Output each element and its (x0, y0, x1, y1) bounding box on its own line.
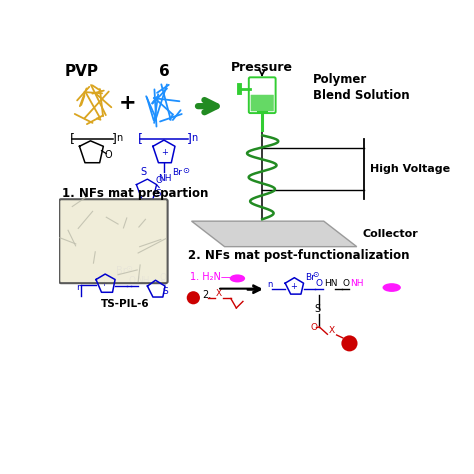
Text: X: X (216, 289, 222, 298)
Ellipse shape (383, 283, 401, 292)
Text: [: [ (137, 133, 143, 146)
Text: n: n (191, 133, 198, 143)
Text: 6: 6 (159, 64, 169, 79)
Text: 2.: 2. (202, 291, 211, 301)
Text: [: [ (70, 133, 74, 146)
Text: +: + (118, 92, 136, 112)
Text: O: O (128, 276, 135, 285)
Text: ⊙: ⊙ (125, 264, 132, 273)
Text: O: O (343, 279, 350, 288)
Text: ]: ] (111, 133, 116, 146)
Text: O: O (159, 273, 166, 282)
Text: n: n (116, 133, 122, 143)
Circle shape (341, 336, 357, 351)
Text: n: n (267, 280, 272, 289)
Text: 1. H₂N—: 1. H₂N— (190, 272, 230, 282)
Ellipse shape (230, 274, 245, 283)
Text: HN: HN (324, 279, 337, 288)
Text: +: + (100, 279, 108, 288)
Text: 2. NFs mat post-functionalization: 2. NFs mat post-functionalization (188, 249, 410, 262)
Text: Br: Br (172, 168, 182, 177)
Text: Br: Br (305, 273, 315, 282)
Text: ⊙: ⊙ (313, 270, 319, 279)
Text: S: S (314, 304, 320, 314)
Text: n: n (76, 283, 82, 292)
Text: Polymer
Blend Solution: Polymer Blend Solution (313, 73, 410, 102)
Text: O: O (104, 150, 112, 160)
Text: TS-PIL-6: TS-PIL-6 (101, 299, 150, 309)
Text: S: S (141, 167, 147, 177)
Text: +: + (290, 282, 297, 291)
Text: NH: NH (158, 174, 172, 183)
Text: S: S (155, 189, 161, 198)
Polygon shape (191, 221, 357, 246)
Text: +: + (162, 148, 168, 157)
Text: S: S (163, 287, 169, 296)
FancyBboxPatch shape (251, 95, 274, 111)
Text: ⊙: ⊙ (182, 165, 190, 174)
Text: ]: ] (187, 133, 192, 146)
Text: Collector: Collector (362, 229, 418, 239)
Text: O: O (155, 176, 163, 185)
Text: X: X (328, 326, 335, 335)
Text: O: O (315, 279, 322, 288)
Text: High Voltage: High Voltage (370, 164, 450, 174)
Text: Br: Br (116, 266, 127, 276)
Text: 1. NFs mat prepartion: 1. NFs mat prepartion (62, 187, 209, 200)
Text: NH: NH (137, 276, 150, 285)
FancyBboxPatch shape (249, 77, 275, 113)
Text: Pressure: Pressure (231, 61, 293, 73)
Circle shape (187, 291, 200, 304)
Text: O: O (311, 323, 318, 332)
FancyBboxPatch shape (59, 199, 168, 283)
Text: PVP: PVP (64, 64, 98, 79)
Text: NH: NH (350, 279, 364, 288)
